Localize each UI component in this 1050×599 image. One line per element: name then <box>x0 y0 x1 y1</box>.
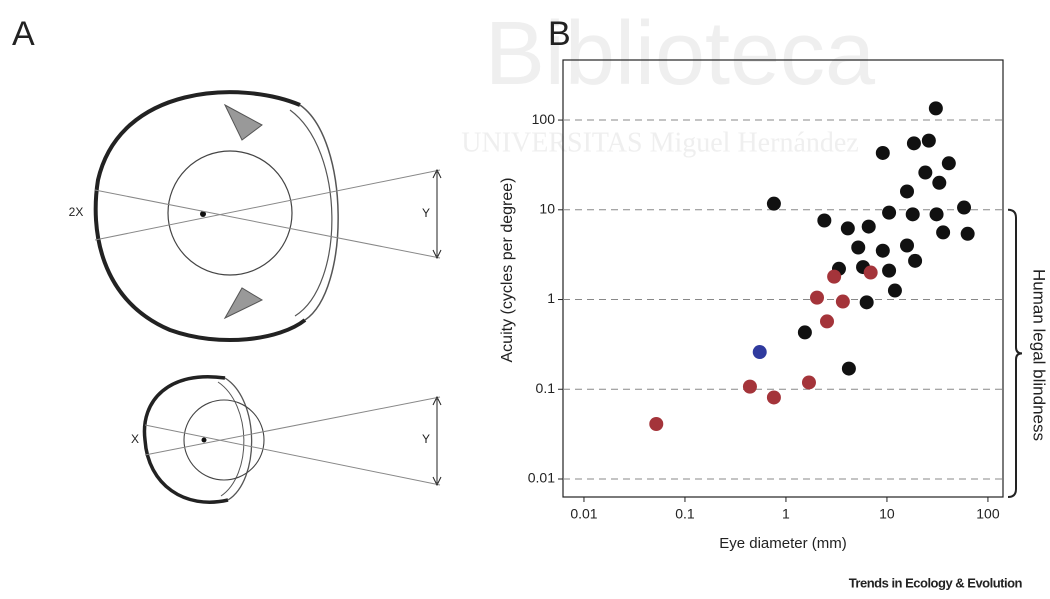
x-axis-label: Eye diameter (mm) <box>719 535 847 552</box>
x-tick-label: 0.01 <box>570 506 597 522</box>
point <box>767 390 781 404</box>
y-tick-label: 0.01 <box>528 470 555 486</box>
x-tick-label: 0.1 <box>675 506 695 522</box>
annotation-text: Human legal blindness <box>1030 269 1049 441</box>
point <box>882 264 896 278</box>
point <box>864 266 878 280</box>
point <box>882 206 896 220</box>
point <box>942 156 956 170</box>
point <box>767 197 781 211</box>
point <box>930 207 944 221</box>
y-axis-label: Acuity (cycles per degree) <box>499 178 516 363</box>
point <box>900 239 914 253</box>
width-label: X <box>131 432 139 446</box>
point <box>906 207 920 221</box>
watermark-title: Biblioteca <box>485 4 876 104</box>
point <box>860 295 874 309</box>
ray <box>95 190 440 258</box>
point <box>908 254 922 268</box>
point <box>827 270 841 284</box>
point <box>862 220 876 234</box>
point <box>888 284 902 298</box>
point <box>743 380 757 394</box>
point <box>817 213 831 227</box>
ray <box>95 170 440 240</box>
watermark-subtitle: UNIVERSITAS Miguel Hernández <box>461 127 858 158</box>
cornea <box>225 378 252 500</box>
annotation-brace <box>1008 210 1022 497</box>
point <box>841 221 855 235</box>
chart-title: B <box>548 15 571 53</box>
point <box>753 345 767 359</box>
point <box>957 201 971 215</box>
small-eye-diagram <box>144 377 441 502</box>
point <box>929 101 943 115</box>
point <box>842 362 856 376</box>
point <box>936 225 950 239</box>
point <box>798 325 812 339</box>
point <box>961 227 975 241</box>
panel-label: A <box>12 15 35 53</box>
image-label: Y <box>422 206 430 220</box>
width-label: 2X <box>69 205 84 219</box>
eye-wall <box>96 92 305 340</box>
nodal-point <box>202 438 207 443</box>
y-tick-label: 10 <box>539 200 555 216</box>
y-tick-label: 100 <box>532 111 556 127</box>
y-tick-label: 1 <box>547 290 555 306</box>
plot-frame <box>563 60 1003 497</box>
point <box>907 136 921 150</box>
point <box>876 146 890 160</box>
point <box>876 244 890 258</box>
point <box>836 295 850 309</box>
point <box>900 184 914 198</box>
credit: Trends in Ecology & Evolution <box>849 575 1023 590</box>
iris <box>225 105 262 318</box>
cornea <box>300 105 338 320</box>
point <box>649 417 663 431</box>
large-eye-diagram <box>95 92 441 340</box>
x-tick-label: 100 <box>976 506 1000 522</box>
point <box>851 241 865 255</box>
point <box>810 291 824 305</box>
point <box>802 375 816 389</box>
figure: Biblioteca UNIVERSITAS Miguel Hernández … <box>0 0 1050 594</box>
point <box>922 134 936 148</box>
point <box>932 176 946 190</box>
image-label: Y <box>422 432 430 446</box>
y-tick-label: 0.1 <box>536 380 556 396</box>
ray <box>145 425 440 485</box>
ray <box>145 397 440 455</box>
x-tick-label: 10 <box>879 506 895 522</box>
point <box>820 314 834 328</box>
point <box>918 166 932 180</box>
x-tick-label: 1 <box>782 506 790 522</box>
